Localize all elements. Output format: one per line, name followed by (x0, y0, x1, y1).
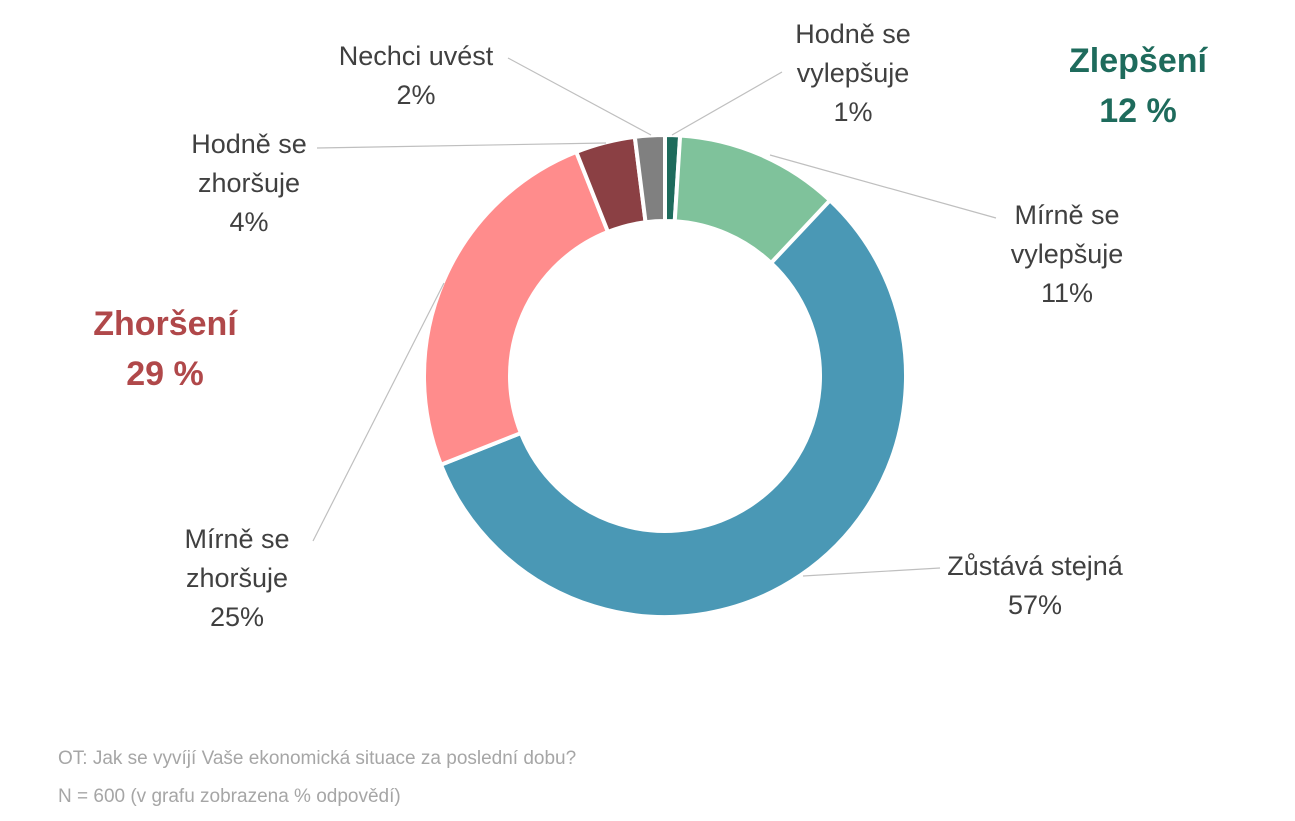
group-name: Zlepšení (1069, 42, 1208, 80)
slice-label-5: Nechci uvést 2% (339, 41, 494, 110)
slice-value-label: 1% (833, 97, 872, 127)
leader-line-5 (507, 57, 652, 136)
slice-label-0: Hodně se vylepšuje 1% (795, 19, 911, 127)
leader-lines (312, 57, 997, 577)
slice-value-label: 11% (1041, 278, 1093, 308)
slice-category-label: vylepšuje (1011, 239, 1124, 269)
slice-category-label: Nechci uvést (339, 41, 494, 71)
donut-slice-5 (632, 133, 667, 225)
leader-line-3 (312, 282, 445, 542)
leader-line-1 (769, 154, 997, 219)
leader-line-0 (671, 71, 783, 136)
slice-category-label: zhoršuje (198, 168, 300, 198)
slice-category-label: Mírně se (1014, 200, 1119, 230)
slice-value-label: 2% (396, 80, 435, 110)
group-value: 12 % (1099, 92, 1177, 130)
footnote-sample: N = 600 (v grafu zobrazena % odpovědí) (58, 786, 401, 807)
donut-slice-3 (422, 149, 610, 467)
slice-category-label: Zůstává stejná (947, 551, 1124, 581)
group-name: Zhoršení (93, 305, 238, 343)
slice-labels: Hodně se vylepšuje 1% Mírně se vylepšuje 11% Z… (184, 19, 1123, 632)
slice-category-label: Mírně se (184, 524, 289, 554)
group-value: 29 % (126, 355, 204, 393)
footnote-question: OT: Jak se vyvíjí Vaše ekonomická situac… (58, 748, 577, 769)
slice-label-1: Mírně se vylepšuje 11% (1011, 200, 1124, 308)
slice-value-label: 25% (210, 602, 264, 632)
slice-label-3: Mírně se zhoršuje 25% (184, 524, 289, 632)
slice-category-label: zhoršuje (186, 563, 288, 593)
donut-slices (422, 133, 908, 619)
leader-line-4 (316, 142, 607, 149)
group-summary-0: Zlepšení 12 % (1069, 42, 1208, 130)
donut-slice-2 (438, 198, 908, 619)
slice-value-label: 57% (1008, 590, 1062, 620)
slice-category-label: Hodně se (795, 19, 911, 49)
slice-label-4: Hodně se zhoršuje 4% (191, 129, 307, 237)
slice-value-label: 4% (229, 207, 268, 237)
slice-category-label: Hodně se (191, 129, 307, 159)
leader-line-2 (802, 567, 941, 577)
slice-category-label: vylepšuje (797, 58, 910, 88)
slice-label-2: Zůstává stejná 57% (947, 551, 1124, 620)
group-summary-1: Zhoršení 29 % (93, 305, 238, 393)
group-summaries: Zlepšení 12 % Zhoršení 29 % (93, 42, 1208, 393)
